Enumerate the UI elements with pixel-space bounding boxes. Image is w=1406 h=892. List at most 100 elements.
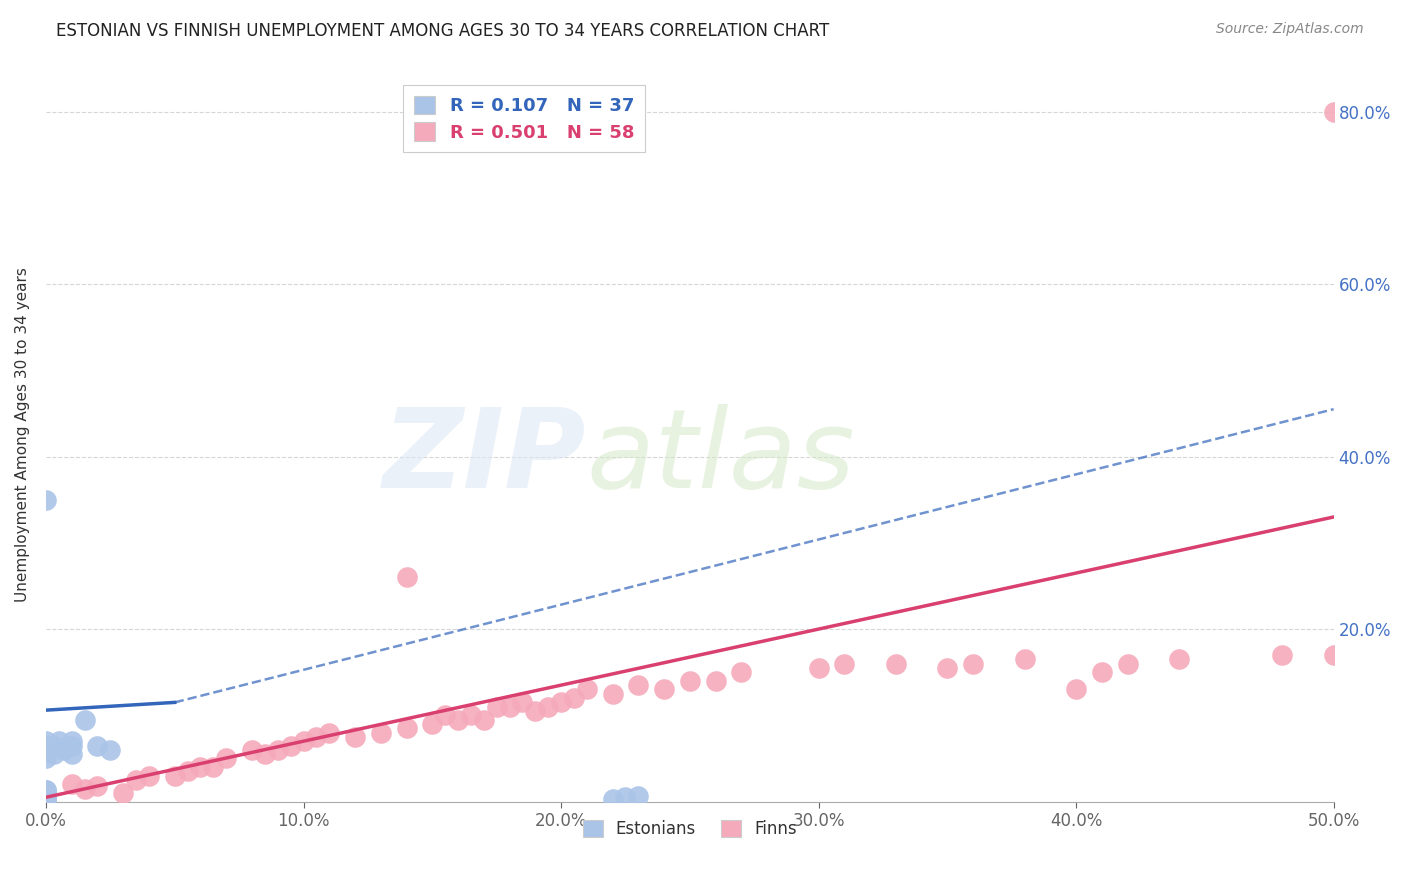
Point xyxy=(98,743,121,757)
Point xyxy=(485,699,508,714)
Point xyxy=(575,682,598,697)
Point xyxy=(60,747,83,761)
Point xyxy=(280,739,302,753)
Y-axis label: Unemployment Among Ages 30 to 34 years: Unemployment Among Ages 30 to 34 years xyxy=(15,268,30,602)
Point xyxy=(35,789,58,803)
Point xyxy=(215,751,238,765)
Point xyxy=(884,657,907,671)
Point xyxy=(35,788,58,802)
Point xyxy=(627,678,650,692)
Point xyxy=(35,790,58,805)
Point xyxy=(35,788,58,802)
Point xyxy=(125,772,148,787)
Point xyxy=(35,789,58,804)
Point xyxy=(652,682,675,697)
Point xyxy=(1064,682,1087,697)
Point xyxy=(35,784,58,798)
Point xyxy=(48,734,70,748)
Point xyxy=(395,570,418,584)
Point xyxy=(60,777,83,791)
Point xyxy=(35,787,58,801)
Point xyxy=(35,792,58,806)
Text: Source: ZipAtlas.com: Source: ZipAtlas.com xyxy=(1216,22,1364,37)
Point xyxy=(86,779,108,793)
Point xyxy=(343,730,366,744)
Point xyxy=(524,704,547,718)
Point xyxy=(163,769,186,783)
Point xyxy=(53,743,76,757)
Point xyxy=(202,760,225,774)
Point xyxy=(112,786,135,800)
Point xyxy=(35,783,58,797)
Point xyxy=(807,661,830,675)
Point xyxy=(420,717,443,731)
Point xyxy=(35,743,58,757)
Point xyxy=(35,789,58,803)
Point xyxy=(73,713,96,727)
Point xyxy=(1014,652,1036,666)
Point xyxy=(35,789,58,804)
Point xyxy=(35,734,58,748)
Point xyxy=(1323,104,1346,119)
Point xyxy=(35,788,58,802)
Point xyxy=(35,789,58,804)
Point xyxy=(1091,665,1114,680)
Point xyxy=(550,695,572,709)
Point xyxy=(562,691,585,706)
Point xyxy=(35,790,58,805)
Point xyxy=(447,713,470,727)
Point xyxy=(35,790,58,805)
Point xyxy=(602,687,624,701)
Point xyxy=(679,673,702,688)
Point xyxy=(627,789,650,803)
Point xyxy=(614,790,637,805)
Point xyxy=(35,492,58,507)
Point xyxy=(512,695,534,709)
Point xyxy=(704,673,727,688)
Point xyxy=(35,789,58,803)
Point xyxy=(318,725,340,739)
Text: atlas: atlas xyxy=(586,403,855,510)
Point xyxy=(35,751,58,765)
Point xyxy=(240,743,263,757)
Point xyxy=(35,786,58,800)
Point xyxy=(35,790,58,805)
Point xyxy=(35,739,58,753)
Point xyxy=(138,769,160,783)
Point xyxy=(936,661,959,675)
Point xyxy=(834,657,856,671)
Point xyxy=(35,789,58,804)
Point xyxy=(176,764,198,779)
Point xyxy=(537,699,560,714)
Point xyxy=(267,743,290,757)
Legend: Estonians, Finns: Estonians, Finns xyxy=(576,813,804,845)
Point xyxy=(292,734,315,748)
Point xyxy=(602,792,624,806)
Point xyxy=(35,791,58,805)
Point xyxy=(730,665,752,680)
Point xyxy=(35,792,58,806)
Point xyxy=(42,739,65,753)
Text: ESTONIAN VS FINNISH UNEMPLOYMENT AMONG AGES 30 TO 34 YEARS CORRELATION CHART: ESTONIAN VS FINNISH UNEMPLOYMENT AMONG A… xyxy=(56,22,830,40)
Point xyxy=(1271,648,1294,662)
Point xyxy=(60,739,83,753)
Point xyxy=(1168,652,1191,666)
Point xyxy=(253,747,276,761)
Point xyxy=(370,725,392,739)
Point xyxy=(1116,657,1139,671)
Point xyxy=(35,785,58,799)
Point xyxy=(73,781,96,796)
Point xyxy=(1323,648,1346,662)
Point xyxy=(42,747,65,761)
Point xyxy=(35,791,58,805)
Point xyxy=(460,708,482,723)
Text: ZIP: ZIP xyxy=(384,403,586,510)
Point xyxy=(472,713,495,727)
Point xyxy=(35,786,58,800)
Point xyxy=(962,657,984,671)
Point xyxy=(35,793,58,807)
Point xyxy=(60,734,83,748)
Point xyxy=(190,760,212,774)
Point xyxy=(395,721,418,735)
Point xyxy=(86,739,108,753)
